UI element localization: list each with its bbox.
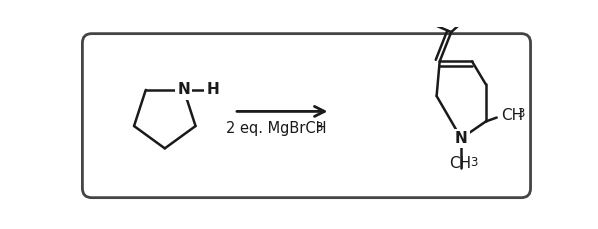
Text: N: N xyxy=(178,82,190,97)
Text: CH: CH xyxy=(501,108,523,123)
FancyBboxPatch shape xyxy=(83,34,530,198)
Text: CH: CH xyxy=(448,156,471,171)
Text: 2 eq. MgBrCH: 2 eq. MgBrCH xyxy=(226,121,327,136)
Text: N: N xyxy=(455,131,468,146)
Text: H: H xyxy=(207,82,219,97)
Text: 3: 3 xyxy=(517,107,525,120)
Text: 3: 3 xyxy=(471,156,478,169)
Text: 3: 3 xyxy=(315,121,322,134)
